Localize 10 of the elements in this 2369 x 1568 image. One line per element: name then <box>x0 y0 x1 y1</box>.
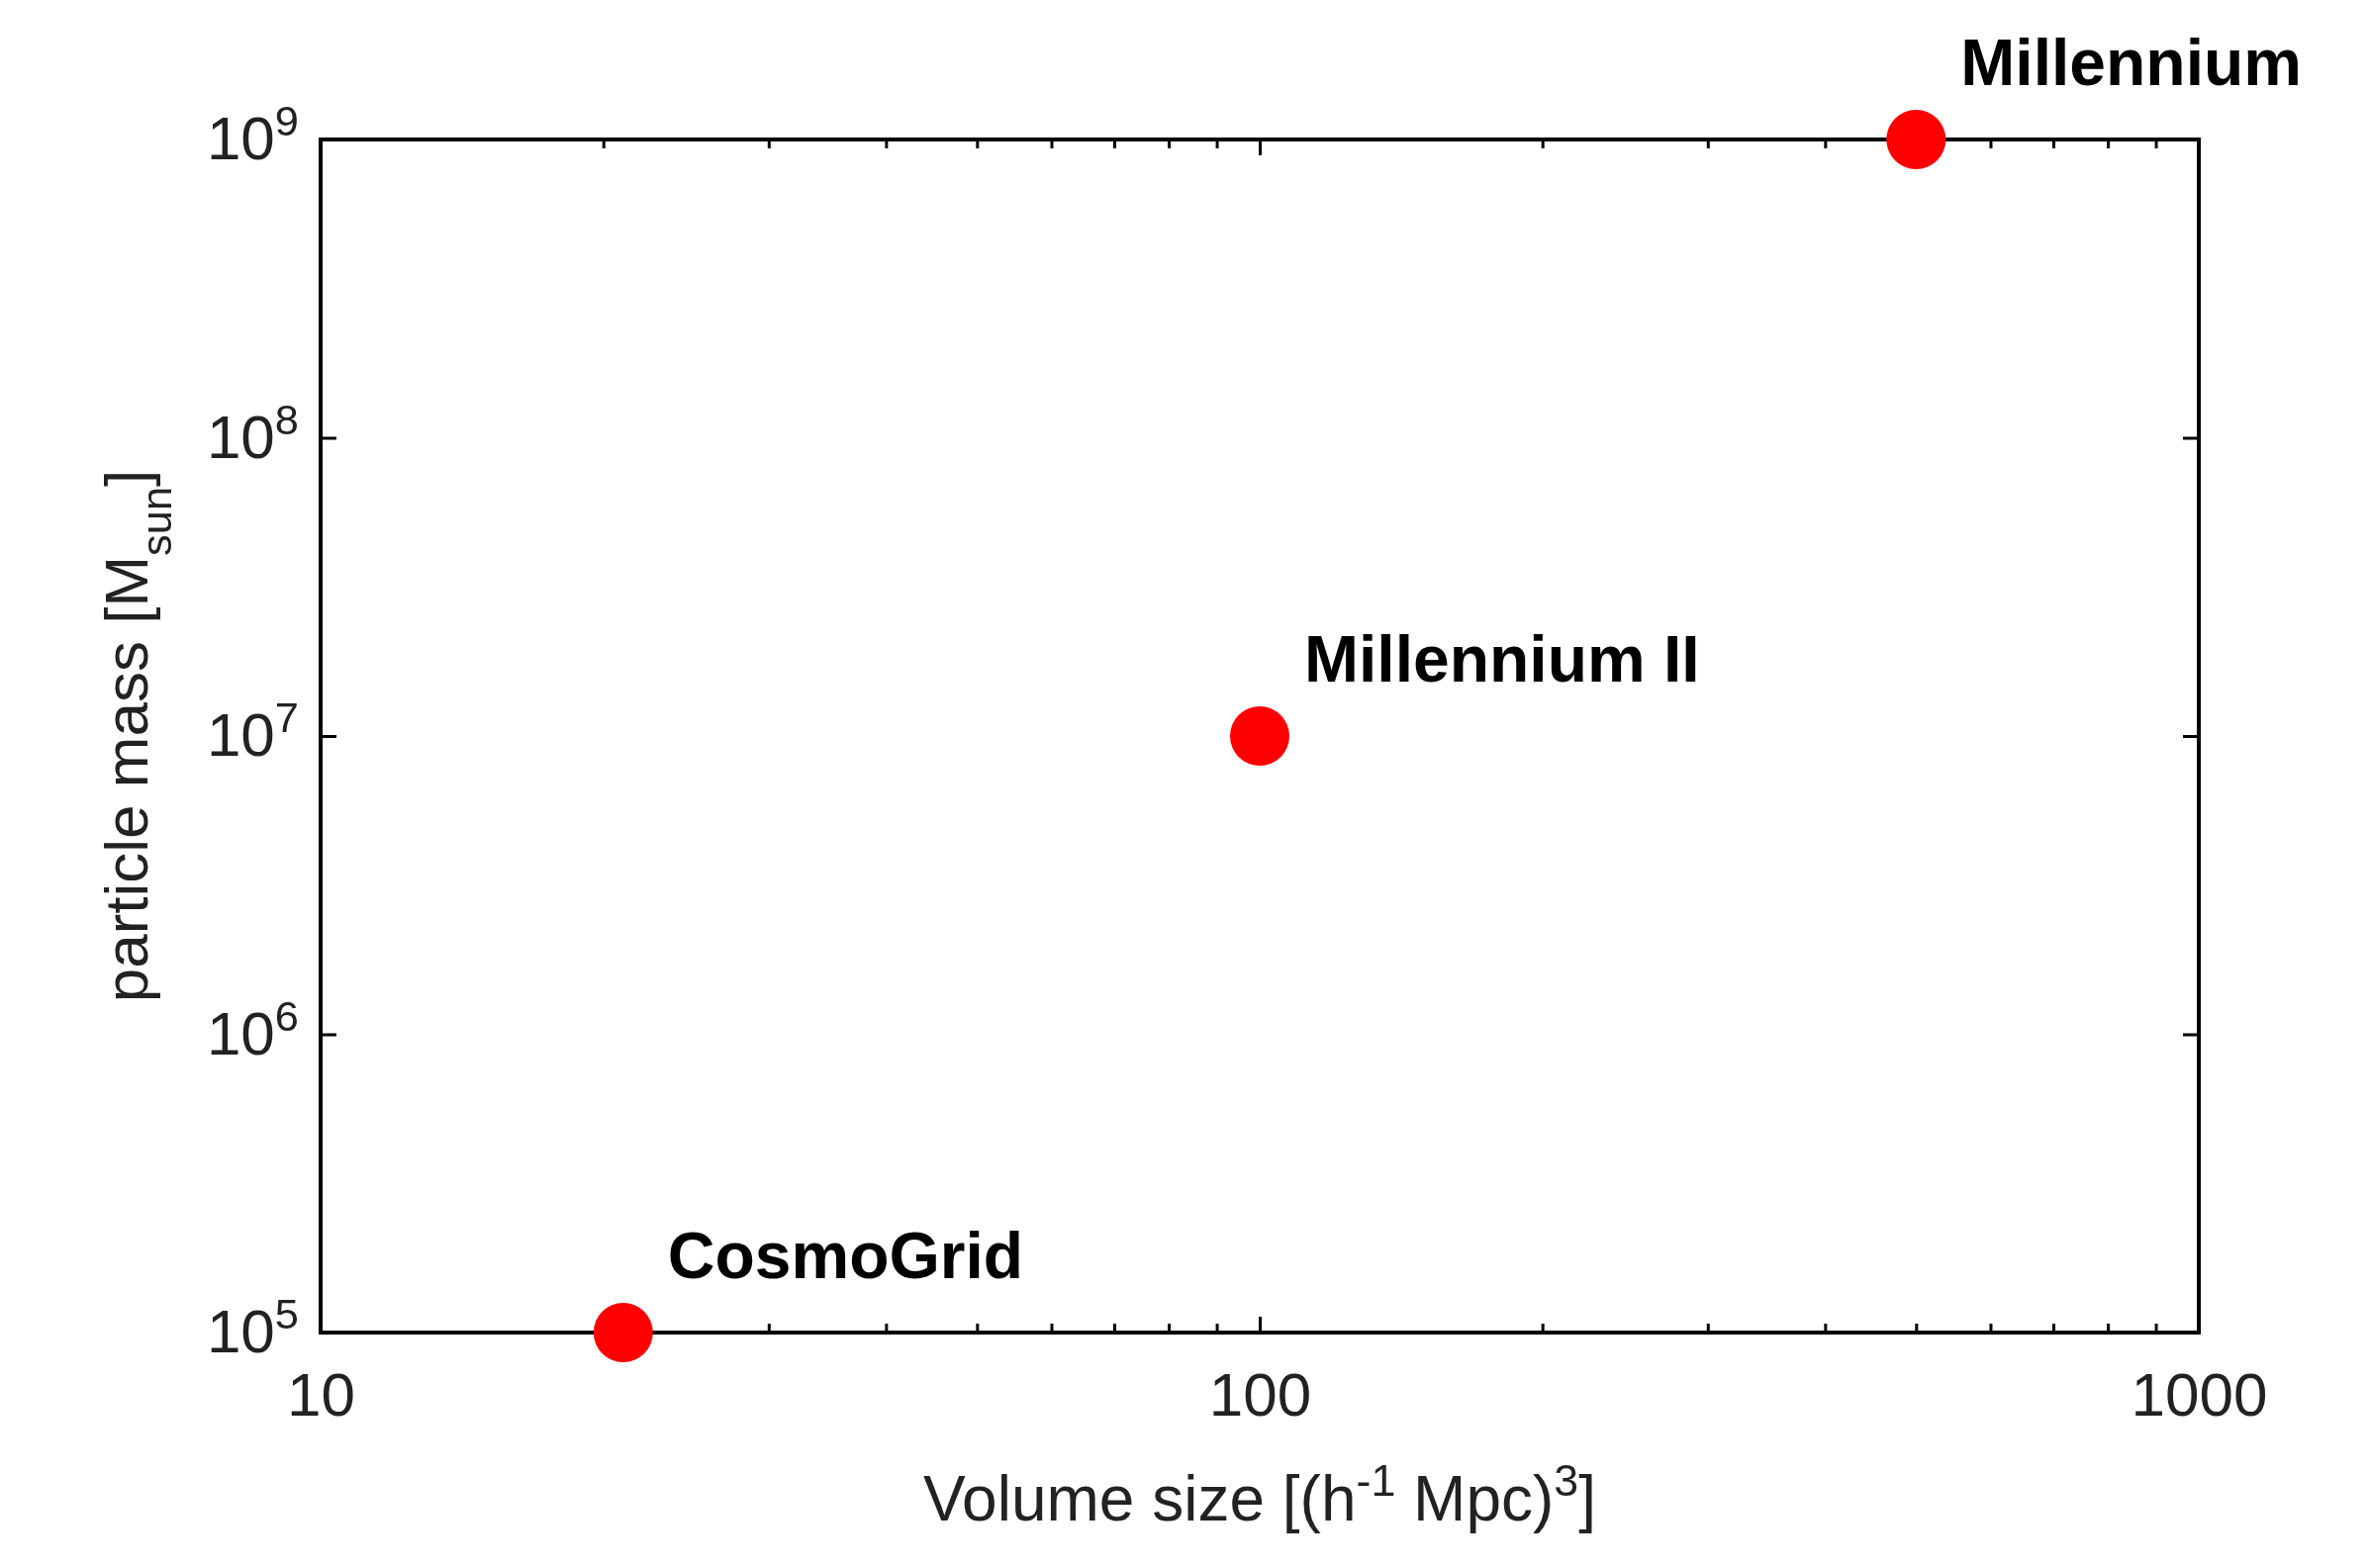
annotation: Millennium II <box>1304 622 1700 695</box>
y-tick-label: 10$^{9}$ <box>206 97 299 173</box>
x-tick-label: 100 <box>1208 1360 1312 1430</box>
annotation: CosmoGrid <box>667 1219 1024 1292</box>
annotation: Millennium <box>1960 26 2302 99</box>
y-tick-label: 10$^{6}$ <box>206 991 299 1067</box>
y-tick-label: 10$^{7}$ <box>206 693 299 770</box>
x-axis-title: Volume size [(h$^{-1}$ Mpc)$^{3}$] <box>922 1455 1597 1534</box>
y-tick-label: 10$^{8}$ <box>206 395 299 471</box>
x-tick-label: 1000 <box>2131 1360 2268 1430</box>
